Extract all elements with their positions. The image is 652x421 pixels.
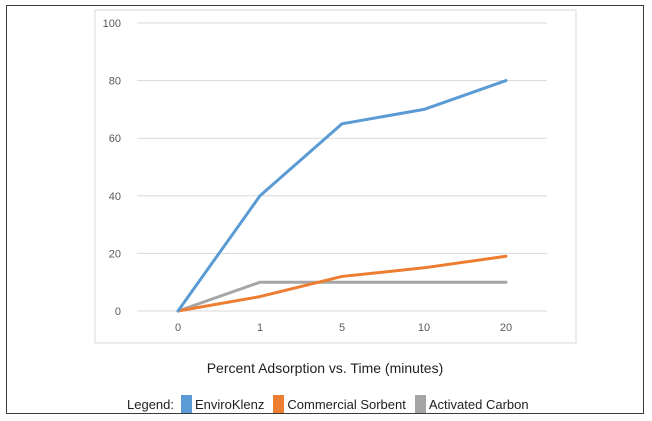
series-line-enviroklenz [176,79,508,313]
legend-label: Commercial Sorbent [287,396,406,412]
legend-label: Activated Carbon [428,396,529,412]
series-lines [176,79,508,313]
chart-area-border [94,9,577,344]
y-tick-label: 60 [109,133,121,145]
legend-swatch [273,395,285,413]
x-tick-label: 0 [175,322,181,334]
gridlines [137,22,547,312]
y-tick-label: 20 [109,248,121,260]
y-tick-label: 40 [109,191,121,203]
x-tick-label: 5 [339,322,345,334]
line-chart: 0 20 40 60 80 100 0 1 5 10 20 [94,9,577,344]
series-line-commercial-sorbent [176,254,508,313]
x-tick-label: 10 [418,322,430,334]
legend-items: EnviroKlenz Commercial Sorbent Activated C… [181,395,538,413]
axes: 0 20 40 60 80 100 0 1 5 10 20 [103,18,512,334]
legend-label: EnviroKlenz [195,396,265,412]
series-line-activated-carbon [176,280,508,313]
legend-swatch [414,395,426,413]
legend-title: Legend: [127,396,174,412]
x-tick-label: 20 [500,322,512,334]
y-tick-label: 0 [115,306,121,318]
y-tick-label: 80 [109,76,121,88]
legend-swatch [181,395,192,413]
figure-frame: 0 20 40 60 80 100 0 1 5 10 20 Percent Adsorption v… [6,5,644,414]
legend: Legend: EnviroKlenz Commercial Sorbent Act… [127,395,538,413]
y-tick-label: 100 [103,18,121,30]
legend-item-enviroklenz: EnviroKlenz [181,395,264,413]
chart-caption: Percent Adsorption vs. Time (minutes) [206,360,444,376]
legend-item-commercial-sorbent: Commercial Sorbent [273,395,406,413]
legend-item-activated-carbon: Activated Carbon [414,395,529,413]
x-tick-label: 1 [257,322,263,334]
